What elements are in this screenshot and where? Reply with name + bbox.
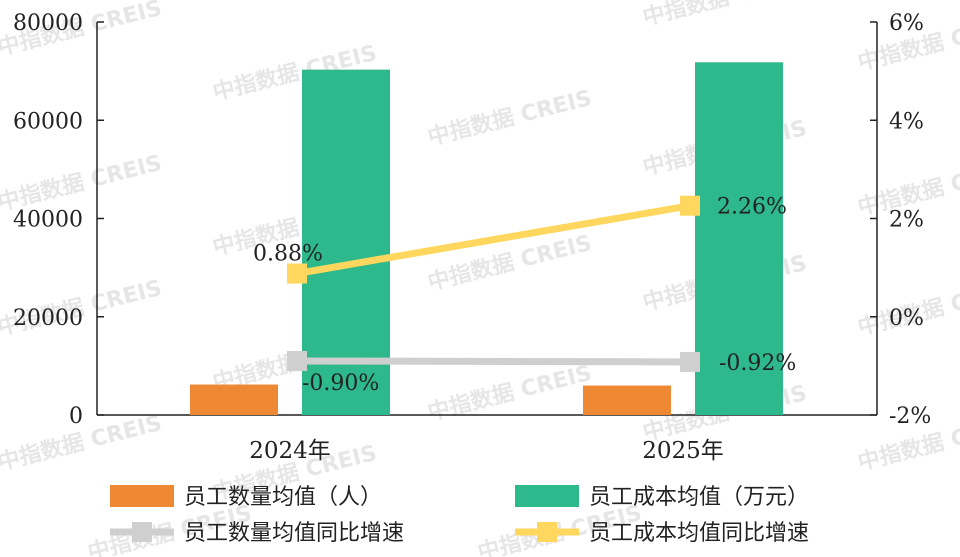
legend-swatch-marker bbox=[537, 522, 557, 542]
right-tick-label: 6% bbox=[889, 11, 924, 36]
data-label: -0.92% bbox=[719, 351, 796, 376]
right-tick-label: 4% bbox=[889, 109, 924, 134]
legend-swatch-marker bbox=[132, 522, 152, 542]
legend-swatch-bar bbox=[110, 485, 174, 507]
series-line-0 bbox=[296, 357, 691, 366]
series-line-1 bbox=[296, 202, 691, 277]
left-tick-label: 0 bbox=[69, 404, 83, 429]
right-tick-label: -2% bbox=[889, 404, 931, 429]
data-label: 0.88% bbox=[253, 242, 323, 267]
x-category-label: 2024年 bbox=[249, 438, 331, 464]
left-tick-label: 80000 bbox=[13, 11, 83, 36]
legend-label: 员工成本均值（万元） bbox=[589, 485, 809, 510]
data-label: -0.90% bbox=[302, 371, 379, 396]
watermark-text: 中指数据 CREIS bbox=[640, 0, 809, 31]
x-category-label: 2025年 bbox=[642, 438, 724, 464]
series-marker-1 bbox=[287, 263, 307, 284]
series-marker-1 bbox=[680, 195, 700, 216]
left-tick-label: 40000 bbox=[13, 208, 83, 233]
right-tick-label: 0% bbox=[889, 306, 924, 331]
bar-employee-count bbox=[190, 384, 278, 415]
watermark-text: 中指数据 CREIS bbox=[0, 150, 164, 216]
legend-label: 员工数量均值（人） bbox=[184, 485, 382, 510]
series-marker-0 bbox=[680, 351, 700, 372]
data-label: 2.26% bbox=[717, 195, 787, 220]
legend-label: 员工成本均值同比增速 bbox=[589, 521, 809, 546]
bar-employee-count bbox=[583, 385, 671, 415]
legend-swatch-bar bbox=[515, 485, 579, 507]
watermark-text: 中指数据 CREIS bbox=[425, 85, 594, 151]
right-tick-label: 2% bbox=[889, 208, 924, 233]
bar-employee-cost bbox=[302, 69, 390, 416]
left-tick-label: 20000 bbox=[13, 306, 83, 331]
legend-label: 员工数量均值同比增速 bbox=[184, 521, 404, 546]
series-marker-0 bbox=[287, 350, 307, 371]
watermark-text: 中指数据 CREIS bbox=[425, 360, 594, 426]
bar-employee-cost bbox=[695, 62, 783, 415]
left-tick-label: 60000 bbox=[13, 109, 83, 134]
